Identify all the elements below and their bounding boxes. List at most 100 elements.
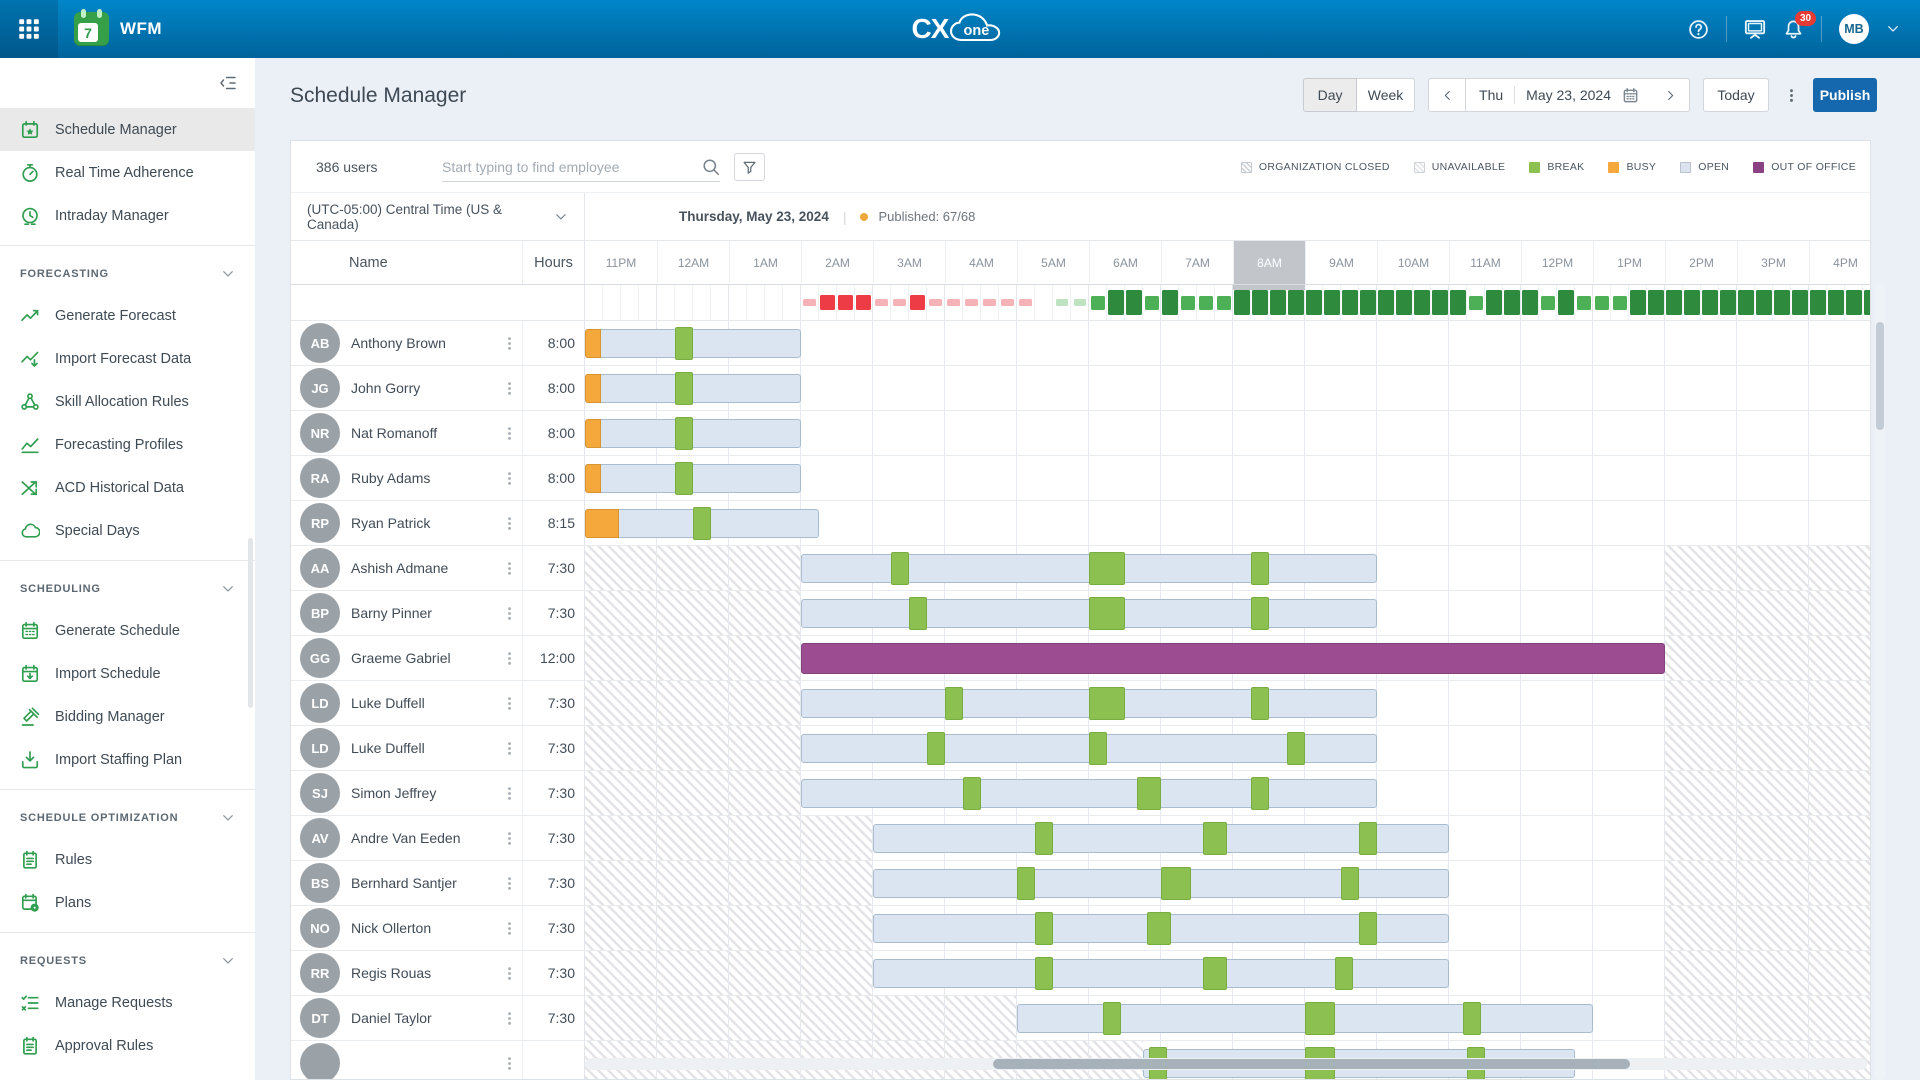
unavailable-hatch (585, 681, 801, 725)
employee-menu-button[interactable] (502, 546, 517, 590)
shift-bar[interactable] (585, 419, 801, 448)
vertical-scrollbar-thumb[interactable] (1876, 322, 1884, 430)
sidebar-item-import-schedule[interactable]: Import Schedule (0, 652, 255, 695)
sidebar-item-manage-requests[interactable]: Manage Requests (0, 981, 255, 1024)
employee-menu-button[interactable] (502, 591, 517, 635)
today-button[interactable]: Today (1703, 78, 1769, 112)
employee-menu-button[interactable] (502, 456, 517, 500)
avatar: AV (300, 818, 340, 858)
employee-menu-button[interactable] (502, 816, 517, 860)
employee-timeline[interactable] (585, 411, 1870, 455)
legend-item-open: OPEN (1680, 161, 1729, 173)
sidebar-item-skill-allocation-rules[interactable]: Skill Allocation Rules (0, 380, 255, 423)
employee-menu-button[interactable] (502, 861, 517, 905)
sidebar-item-schedule-manager[interactable]: Schedule Manager (0, 108, 255, 151)
sidebar-item-generate-forecast[interactable]: Generate Forecast (0, 294, 255, 337)
employee-timeline[interactable] (585, 501, 1870, 545)
shift-bar[interactable] (585, 329, 801, 358)
sidebar-section-forecasting[interactable]: FORECASTING (0, 254, 255, 294)
employee-timeline[interactable] (585, 951, 1870, 995)
employee-menu-button[interactable] (502, 636, 517, 680)
sidebar-item-rules[interactable]: Rules (0, 838, 255, 881)
sidebar-item-approval-rules[interactable]: Approval Rules (0, 1024, 255, 1067)
employee-menu-button[interactable] (502, 951, 517, 995)
notifications-button[interactable]: 30 (1783, 10, 1816, 40)
employee-menu-button[interactable] (502, 1041, 517, 1079)
hour-label-11am: 11AM (1449, 241, 1521, 284)
search-icon[interactable] (702, 158, 720, 176)
employee-timeline[interactable] (585, 546, 1870, 590)
sidebar-item-forecasting-profiles[interactable]: Forecasting Profiles (0, 423, 255, 466)
sidebar-item-generate-schedule[interactable]: Generate Schedule (0, 609, 255, 652)
employee-name: Ashish Admane (351, 560, 449, 576)
wfm-brand[interactable]: 7 WFM (58, 9, 178, 46)
employee-timeline[interactable] (585, 321, 1870, 365)
employee-timeline[interactable] (585, 816, 1870, 860)
sidebar-item-bidding-manager[interactable]: Bidding Manager (0, 695, 255, 738)
employee-timeline[interactable] (585, 636, 1870, 680)
publish-button[interactable]: Publish (1813, 78, 1877, 112)
shift-bar[interactable] (801, 779, 1377, 808)
employee-timeline[interactable] (585, 861, 1870, 905)
employee-menu-button[interactable] (502, 906, 517, 950)
search-input[interactable] (442, 158, 702, 175)
employee-timeline[interactable] (585, 996, 1870, 1040)
sidebar-section-schedule-optimization[interactable]: SCHEDULE OPTIMIZATION (0, 798, 255, 838)
manage-requests-icon (20, 993, 40, 1013)
summary-cell (1593, 285, 1611, 320)
day-view-button[interactable]: Day (1303, 78, 1358, 112)
help-icon[interactable] (1688, 19, 1709, 40)
shift-bar[interactable] (585, 374, 801, 403)
employee-timeline[interactable] (585, 771, 1870, 815)
sidebar-section-scheduling[interactable]: SCHEDULING (0, 569, 255, 609)
broadcast-screen-icon[interactable] (1744, 18, 1766, 40)
employee-menu-button[interactable] (502, 771, 517, 815)
sidebar-item-intraday-manager[interactable]: Intraday Manager (0, 194, 255, 237)
employee-menu-button[interactable] (502, 411, 517, 455)
week-view-button[interactable]: Week (1357, 78, 1416, 112)
sidebar-item-plans[interactable]: Plans (0, 881, 255, 924)
collapse-sidebar-icon[interactable] (219, 74, 237, 92)
chevron-down-icon (221, 582, 235, 596)
summary-bar-pink (947, 299, 960, 306)
more-options-button[interactable] (1778, 78, 1804, 112)
employee-timeline[interactable] (585, 456, 1870, 500)
sidebar-scrollbar-thumb[interactable] (248, 538, 253, 708)
legend-item-busy: BUSY (1608, 161, 1656, 173)
sidebar-item-import-forecast-data[interactable]: Import Forecast Data (0, 337, 255, 380)
next-day-button[interactable] (1652, 78, 1690, 112)
summary-bar-md (1198, 295, 1213, 310)
vertical-scrollbar[interactable] (1875, 284, 1885, 1080)
sidebar-section-requests[interactable]: REQUESTS (0, 941, 255, 981)
employee-timeline[interactable] (585, 591, 1870, 635)
summary-cell (1287, 285, 1305, 320)
shift-bar[interactable] (873, 959, 1449, 988)
filter-button[interactable] (734, 153, 765, 181)
sidebar-item-real-time-adherence[interactable]: Real Time Adherence (0, 151, 255, 194)
employee-timeline[interactable] (585, 366, 1870, 410)
out-of-office-bar[interactable] (801, 643, 1665, 674)
previous-day-button[interactable] (1428, 78, 1467, 112)
employee-timeline[interactable] (585, 726, 1870, 770)
sidebar-item-import-staffing-plan[interactable]: Import Staffing Plan (0, 738, 255, 781)
top-navigation-bar: 7 WFM CX one 30 MB (0, 0, 1920, 58)
employee-timeline[interactable] (585, 681, 1870, 725)
date-picker[interactable]: Thu May 23, 2024 (1466, 78, 1652, 112)
horizontal-scrollbar[interactable] (585, 1058, 1867, 1070)
avatar: AB (300, 323, 340, 363)
employee-menu-button[interactable] (502, 726, 517, 770)
horizontal-scrollbar-thumb[interactable] (993, 1059, 1630, 1069)
user-avatar[interactable]: MB (1839, 14, 1869, 44)
employee-menu-button[interactable] (502, 681, 517, 725)
employee-menu-button[interactable] (502, 366, 517, 410)
employee-menu-button[interactable] (502, 996, 517, 1040)
employee-menu-button[interactable] (502, 501, 517, 545)
employee-timeline[interactable] (585, 906, 1870, 950)
app-launcher-button[interactable] (0, 0, 58, 58)
timezone-select[interactable]: (UTC-05:00) Central Time (US & Canada) (291, 193, 585, 240)
shift-bar[interactable] (585, 464, 801, 493)
chevron-down-icon[interactable] (1886, 22, 1900, 36)
sidebar-item-special-days[interactable]: Special Days (0, 509, 255, 552)
employee-menu-button[interactable] (502, 321, 517, 365)
sidebar-item-acd-historical-data[interactable]: ACD Historical Data (0, 466, 255, 509)
